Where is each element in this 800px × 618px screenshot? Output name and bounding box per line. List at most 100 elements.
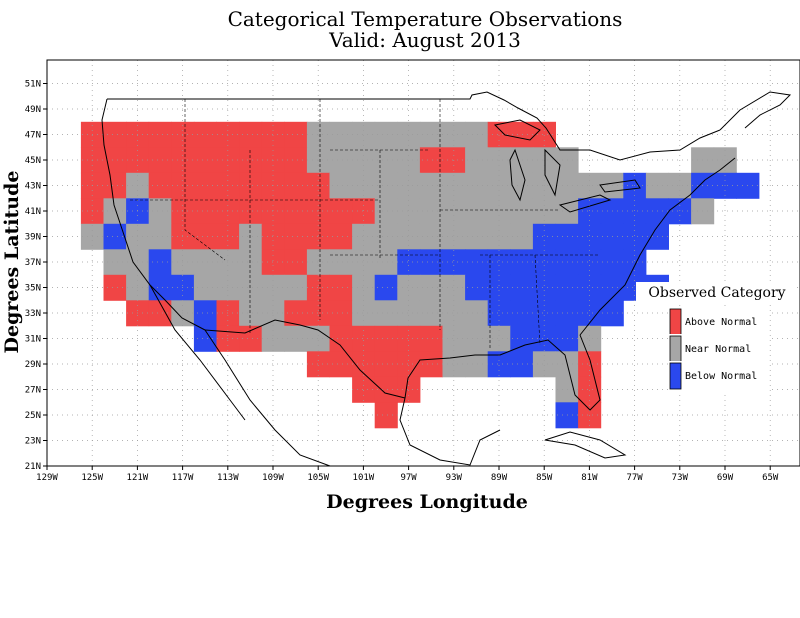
cell-above bbox=[284, 198, 308, 225]
cell-above bbox=[397, 325, 421, 352]
cell-above bbox=[374, 325, 398, 352]
cell-below bbox=[510, 274, 534, 301]
cell-near bbox=[284, 325, 308, 352]
x-tick-label: 113W bbox=[217, 473, 239, 483]
x-tick-label: 69W bbox=[717, 473, 734, 483]
cell-above bbox=[216, 198, 240, 225]
cell-above bbox=[103, 274, 127, 301]
cell-above bbox=[419, 351, 443, 378]
cell-near bbox=[397, 121, 421, 148]
x-tick-label: 81W bbox=[581, 473, 598, 483]
cell-above bbox=[193, 172, 217, 199]
x-tick-label: 105W bbox=[307, 473, 329, 483]
cell-below bbox=[510, 351, 534, 378]
cell-near bbox=[193, 249, 217, 276]
cell-near bbox=[329, 249, 353, 276]
cell-near bbox=[148, 198, 172, 225]
cell-near bbox=[419, 121, 443, 148]
cell-above bbox=[284, 121, 308, 148]
cell-above bbox=[329, 325, 353, 352]
cell-near bbox=[261, 325, 285, 352]
cell-near bbox=[352, 274, 376, 301]
cell-near bbox=[374, 198, 398, 225]
cell-above bbox=[306, 351, 330, 378]
cell-above bbox=[578, 351, 602, 378]
cell-above bbox=[216, 300, 240, 327]
cell-above bbox=[103, 172, 127, 199]
cell-below bbox=[510, 300, 534, 327]
cell-above bbox=[306, 300, 330, 327]
cell-near bbox=[397, 274, 421, 301]
cell-below bbox=[487, 351, 511, 378]
cell-above bbox=[397, 351, 421, 378]
cell-near bbox=[442, 223, 466, 250]
y-tick-label: 31N bbox=[25, 335, 41, 345]
x-tick-label: 117W bbox=[172, 473, 194, 483]
cell-near bbox=[442, 325, 466, 352]
cell-above bbox=[329, 198, 353, 225]
cell-above bbox=[374, 351, 398, 378]
cell-above bbox=[352, 325, 376, 352]
y-tick-label: 49N bbox=[25, 105, 41, 115]
cell-near bbox=[374, 172, 398, 199]
cell-near bbox=[352, 300, 376, 327]
x-tick-label: 97W bbox=[400, 473, 417, 483]
cell-below bbox=[532, 249, 556, 276]
cell-near bbox=[284, 274, 308, 301]
x-tick-label: 65W bbox=[762, 473, 779, 483]
cell-above bbox=[261, 121, 285, 148]
cell-near bbox=[465, 172, 489, 199]
cell-below bbox=[103, 223, 127, 250]
cell-above bbox=[239, 325, 263, 352]
cell-near bbox=[419, 198, 443, 225]
cell-near bbox=[216, 249, 240, 276]
cell-above bbox=[193, 121, 217, 148]
cell-above bbox=[193, 223, 217, 250]
cell-above bbox=[284, 223, 308, 250]
cell-near bbox=[329, 172, 353, 199]
cell-above bbox=[329, 351, 353, 378]
cell-below bbox=[510, 249, 534, 276]
cell-near bbox=[465, 300, 489, 327]
cell-below bbox=[532, 325, 556, 352]
cell-above bbox=[284, 147, 308, 174]
cell-near bbox=[329, 147, 353, 174]
cell-above bbox=[352, 198, 376, 225]
cell-near bbox=[261, 300, 285, 327]
cell-near bbox=[465, 351, 489, 378]
map-subtitle: Valid: August 2013 bbox=[328, 28, 521, 52]
cell-above bbox=[193, 147, 217, 174]
cell-near bbox=[329, 121, 353, 148]
cell-above bbox=[284, 172, 308, 199]
cell-near bbox=[419, 300, 443, 327]
cell-above bbox=[261, 223, 285, 250]
legend-label: Near Normal bbox=[685, 344, 751, 355]
cell-above bbox=[261, 198, 285, 225]
legend: Observed Category Above Normal Near Norma… bbox=[636, 282, 796, 391]
cell-near bbox=[239, 274, 263, 301]
cell-above bbox=[306, 223, 330, 250]
cell-near bbox=[374, 147, 398, 174]
x-tick-label: 121W bbox=[127, 473, 149, 483]
cell-below bbox=[397, 249, 421, 276]
y-tick-label: 47N bbox=[25, 131, 41, 141]
cell-above bbox=[487, 121, 511, 148]
legend-title-bg bbox=[636, 282, 796, 302]
cell-near bbox=[465, 325, 489, 352]
cell-above bbox=[374, 402, 398, 429]
legend-label: Below Normal bbox=[685, 371, 757, 382]
cell-near bbox=[374, 223, 398, 250]
cell-above bbox=[352, 351, 376, 378]
cell-below bbox=[623, 249, 647, 276]
x-axis-ticks: 129W 125W 121W 117W 113W 109W 105W 101W 97W 93W 89… bbox=[36, 466, 779, 483]
x-tick-label: 89W bbox=[491, 473, 508, 483]
cell-above bbox=[261, 249, 285, 276]
cell-near bbox=[419, 223, 443, 250]
y-tick-label: 21N bbox=[25, 462, 41, 472]
cell-near bbox=[397, 223, 421, 250]
cell-above bbox=[148, 147, 172, 174]
cell-near bbox=[352, 223, 376, 250]
cell-near bbox=[465, 147, 489, 174]
cell-near bbox=[239, 300, 263, 327]
cell-above bbox=[216, 325, 240, 352]
